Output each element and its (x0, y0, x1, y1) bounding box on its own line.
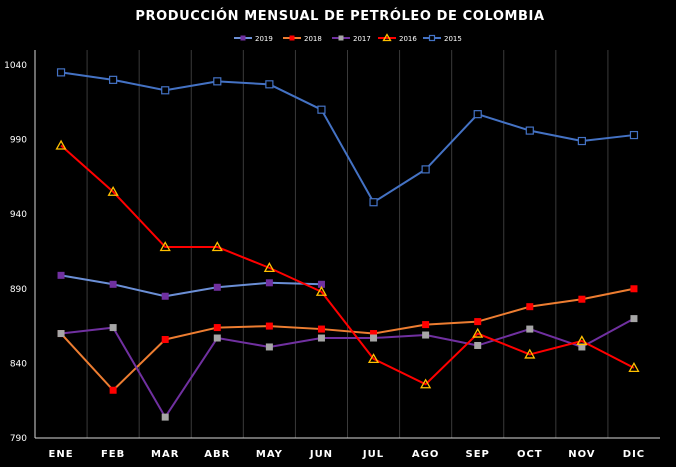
data-point-2015 (161, 86, 170, 95)
data-point-2017 (630, 315, 638, 323)
x-tick-label: DIC (623, 449, 645, 460)
data-point-2016 (367, 353, 380, 364)
data-point-2018 (474, 318, 482, 326)
data-point-2019 (109, 280, 117, 288)
data-point-2016 (159, 241, 171, 252)
data-point-2016 (420, 378, 432, 389)
y-tick-label: 1040 (4, 61, 27, 71)
data-point-2017 (526, 325, 534, 333)
data-point-2018 (109, 386, 117, 394)
data-point-2015 (473, 110, 482, 119)
data-point-2019 (161, 292, 169, 300)
y-axis-ticks: 790 840 890 940 990 1040 (4, 61, 27, 444)
data-point-2018 (265, 322, 273, 330)
legend-marker-2015 (428, 34, 436, 42)
data-point-2018 (526, 303, 534, 311)
data-point-2016 (107, 185, 119, 196)
y-tick-label: 940 (10, 210, 27, 220)
legend-label-2019: 2019 (255, 35, 273, 43)
x-tick-label: AGO (412, 449, 439, 460)
legend-marker-2019 (240, 35, 246, 41)
data-point-2017 (57, 330, 65, 338)
y-tick-label: 840 (10, 359, 27, 369)
data-point-2018 (161, 336, 169, 344)
x-tick-label: NOV (568, 449, 595, 460)
y-tick-label: 790 (10, 434, 27, 444)
x-tick-label: FEB (101, 449, 125, 460)
data-point-2017 (213, 334, 221, 342)
legend-label-2017: 2017 (353, 35, 371, 43)
data-point-2016 (55, 139, 67, 150)
data-point-2017 (161, 413, 169, 421)
series-line-2016 (60, 144, 635, 386)
data-point-2016 (315, 285, 328, 296)
data-point-2015 (265, 80, 274, 89)
x-tick-label: MAR (151, 449, 179, 460)
legend-label-2015: 2015 (444, 35, 462, 43)
data-point-2018 (317, 325, 325, 333)
data-point-2017 (265, 343, 273, 351)
data-point-2018 (630, 285, 638, 293)
series-line-2015 (60, 71, 635, 204)
data-point-2016 (263, 262, 275, 273)
series-line-2019 (60, 274, 322, 298)
legend-label-2018: 2018 (304, 35, 322, 43)
data-point-2017 (474, 341, 482, 349)
x-tick-label: SEP (466, 449, 490, 460)
data-point-2016 (576, 335, 588, 346)
data-point-2016 (472, 327, 484, 338)
series-markers (55, 68, 640, 421)
data-point-2015 (577, 136, 586, 146)
axes (34, 50, 660, 439)
data-point-2015 (317, 105, 326, 114)
x-tick-label: ABR (204, 449, 230, 460)
gridlines (86, 50, 609, 438)
chart-title: PRODUCCIÓN MENSUAL DE PETRÓLEO DE COLOMB… (135, 8, 544, 24)
y-tick-label: 890 (10, 285, 27, 295)
legend-marker-2018 (289, 35, 295, 41)
legend-marker-2017 (338, 35, 344, 41)
data-point-2019 (213, 283, 221, 291)
data-point-2015 (56, 68, 66, 77)
data-point-2015 (213, 77, 222, 86)
data-point-2018 (578, 295, 586, 303)
data-point-2015 (421, 165, 430, 174)
data-point-2018 (213, 324, 221, 332)
series-line-2018 (60, 287, 635, 392)
x-tick-label: MAY (256, 449, 283, 460)
x-tick-label: ENE (49, 449, 74, 460)
data-point-2019 (317, 280, 325, 288)
x-tick-label: JUN (309, 449, 333, 460)
legend: 2019 2018 2017 2016 2015 (234, 33, 462, 43)
data-point-2016 (628, 362, 640, 373)
data-point-2019 (265, 279, 273, 287)
series-line-2017 (60, 317, 635, 419)
y-tick-label: 990 (10, 136, 27, 146)
data-point-2017 (422, 331, 430, 339)
data-point-2015 (525, 126, 534, 135)
data-point-2015 (629, 130, 639, 140)
data-point-2017 (578, 343, 586, 351)
data-point-2016 (524, 348, 536, 359)
legend-marker-2016 (382, 33, 392, 42)
legend-label-2016: 2016 (399, 35, 417, 43)
data-point-2015 (369, 198, 378, 207)
x-axis-ticks: ENE FEB MAR ABR MAY JUN JUL AGO SEP OCT NOV DIC (49, 449, 645, 460)
data-point-2018 (370, 330, 378, 338)
x-tick-label: JUL (362, 449, 384, 460)
data-point-2019 (57, 271, 65, 279)
data-point-2015 (109, 75, 118, 84)
data-point-2016 (211, 241, 223, 252)
data-point-2017 (370, 334, 378, 342)
series-lines (60, 71, 635, 419)
data-point-2018 (422, 321, 430, 329)
x-tick-label: OCT (517, 449, 543, 460)
data-point-2017 (317, 334, 325, 342)
data-point-2017 (109, 324, 117, 332)
